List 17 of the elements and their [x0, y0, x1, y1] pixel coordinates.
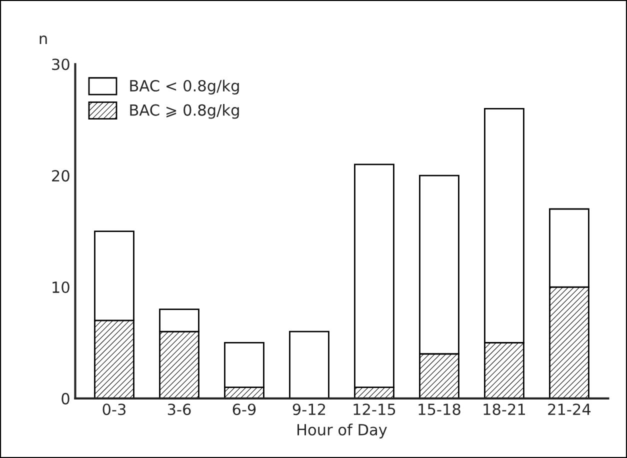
- x-tick-label: 6-9: [232, 404, 256, 416]
- x-tick-label: 21-24: [548, 404, 591, 415]
- legend-label: BAC < 0.8g/kg: [130, 80, 239, 94]
- x-tick-label: 12-15: [354, 404, 396, 416]
- bar: [289, 330, 330, 398]
- x-tick-label: 3-6: [168, 404, 191, 416]
- x-tick-label: 9-12: [292, 404, 326, 416]
- x-tick-label: 15-18: [418, 404, 460, 416]
- y-tick-label: 10: [52, 281, 70, 294]
- x-tick-label: 0-3: [102, 404, 126, 416]
- x-axis-title: Hour of Day: [298, 424, 387, 438]
- legend-label: BAC ⩾ 0.8g/kg: [130, 104, 239, 119]
- x-tick-label: 18-21: [484, 404, 525, 416]
- y-axis-title: n: [40, 36, 47, 44]
- y-tick-label: 20: [52, 170, 70, 182]
- y-tick-label: 30: [52, 58, 70, 70]
- y-tick-label: 0: [62, 392, 70, 404]
